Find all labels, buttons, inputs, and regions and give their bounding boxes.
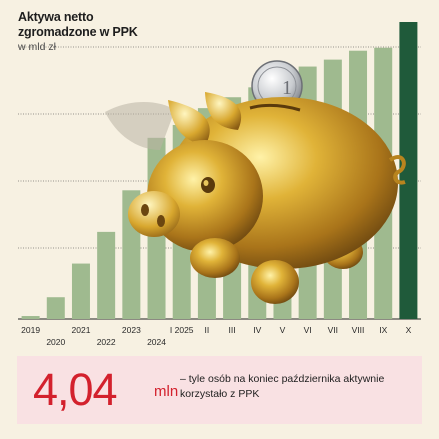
bar-3 [97,231,116,319]
x-tick-label-10: V [279,325,286,335]
bar-2 [71,263,90,319]
participants-unit: mln [154,383,179,400]
chart-title: Aktywa netto zgromadzone w PPK [18,10,138,39]
x-tick-label-5: 2024 [147,337,166,347]
x-tick-label-13: VIII [351,325,365,335]
x-tick-label-12: VII [327,325,339,335]
x-tick-label-11: VI [303,325,312,335]
x-tick-label-7: II [204,325,210,335]
x-tick-label-2: 2021 [71,325,91,335]
x-tick-label-1: 2020 [46,337,66,347]
chart-area: 1 Aktywa netto zgromadz [18,10,421,347]
x-tick-label-15: X [405,325,412,335]
bar-0 [21,316,40,319]
svg-text:1: 1 [282,77,292,99]
x-tick-label-6: I 2025 [169,325,194,335]
x-tick-label-4: 2023 [121,325,141,335]
x-tick-label-8: III [228,325,236,335]
info-text: – tyle osób na koniec października aktyw… [180,373,385,400]
participants-number: 4,04 [33,364,118,415]
bar-1 [46,297,65,319]
bar-chart: 1 [18,22,421,320]
x-tick-label-14: IX [379,325,388,335]
bar-15 [399,22,418,319]
x-tick-label-3: 2022 [96,337,116,347]
x-tick-label-9: IV [253,325,262,335]
info-box: 4,04 mln – tyle osób na koniec październ… [17,356,422,424]
chart-subtitle: w mld zł [18,41,56,53]
golden-piggy-bank-with-coin-icon: 1 [105,60,406,304]
chart-title-block: Aktywa netto zgromadzone w PPK w mld zł [18,10,168,53]
x-tick-label-0: 2019 [21,325,41,335]
